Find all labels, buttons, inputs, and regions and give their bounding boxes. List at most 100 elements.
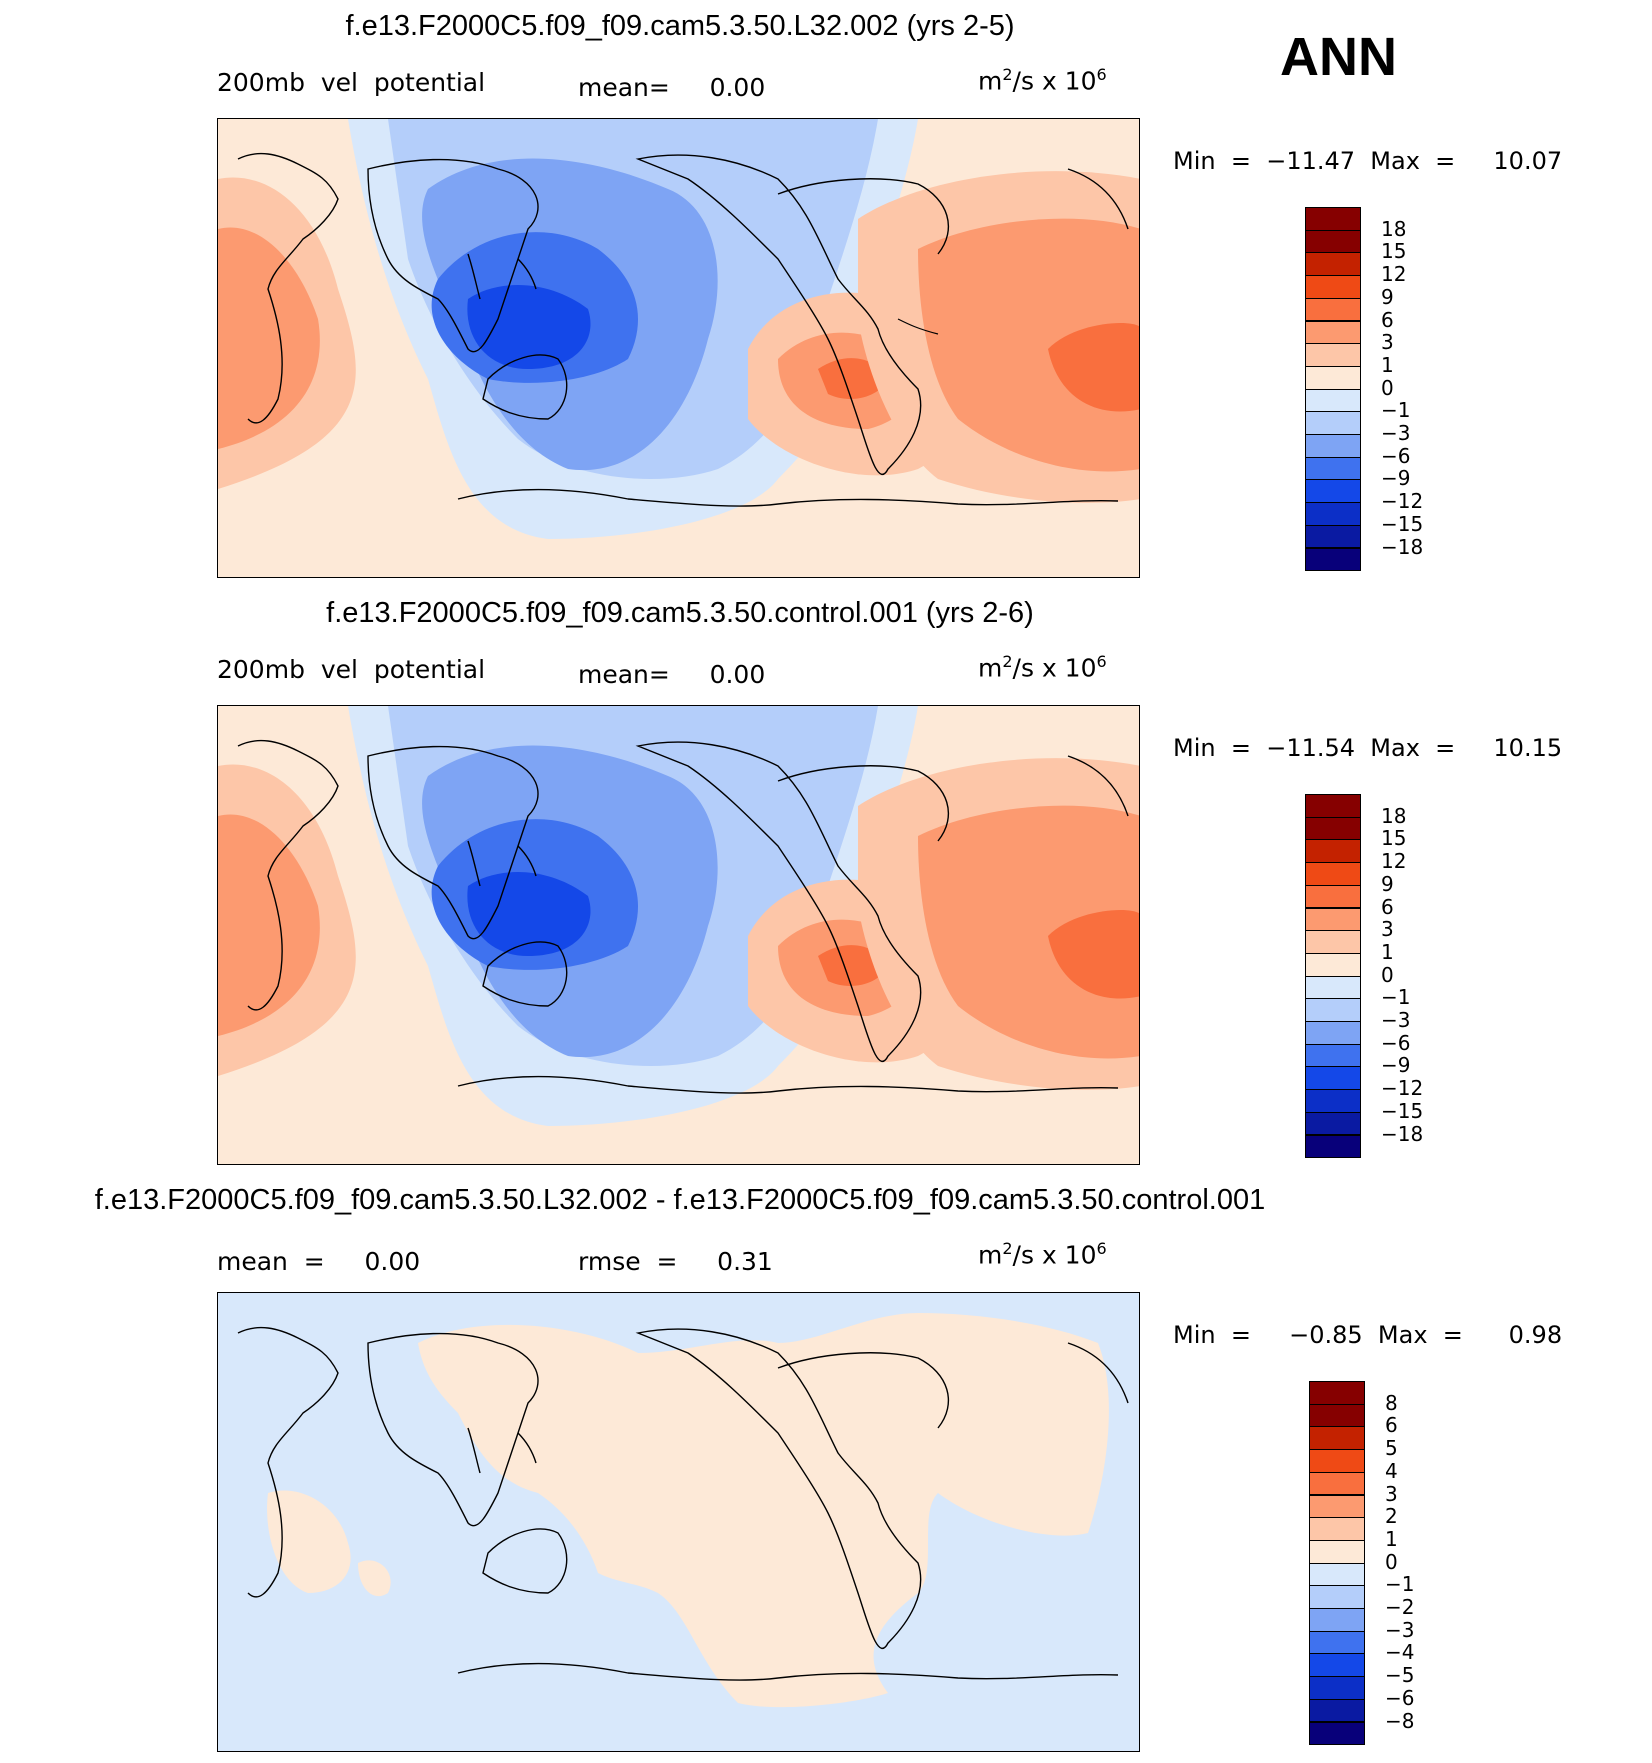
colorbar-cell — [1309, 1426, 1365, 1451]
colorbar-tick-label: −6 — [1385, 1685, 1415, 1710]
colorbar-tick-label: −12 — [1381, 489, 1424, 514]
colorbar-cell — [1309, 1608, 1365, 1632]
colorbar-tick-label: −9 — [1381, 1053, 1411, 1078]
map-panel-1 — [217, 118, 1140, 578]
colorbar-tick-label: 6 — [1385, 1413, 1398, 1438]
colorbar-cell — [1305, 1021, 1361, 1045]
colorbar-tick-label: −1 — [1381, 398, 1411, 423]
colorbar-tick-label: 12 — [1381, 849, 1407, 874]
colorbar-cell — [1309, 1698, 1365, 1723]
units-label: m2/s x 106 — [978, 652, 1107, 683]
colorbar-cell — [1305, 952, 1361, 977]
colorbar-cell — [1305, 207, 1361, 231]
colorbar-cell — [1305, 975, 1361, 1000]
field-label: 200mb vel potential — [217, 68, 486, 97]
colorbar-tick-label: 18 — [1381, 803, 1407, 828]
min-max-stats: Min = −11.54 Max = 10.15 — [1173, 734, 1563, 762]
season-label: ANN — [1280, 27, 1397, 87]
colorbar-tick-label: −3 — [1381, 421, 1411, 445]
colorbar-tick-label: 9 — [1381, 284, 1394, 309]
colorbar-cell — [1309, 1676, 1365, 1700]
colorbar-tick-label: −3 — [1385, 1617, 1415, 1642]
colorbar-cell — [1305, 365, 1361, 390]
colorbar-tick-label: −5 — [1385, 1663, 1415, 1688]
panel-title: f.e13.F2000C5.f09_f09.cam5.3.50.L32.002 … — [94, 1184, 1266, 1216]
colorbar-tick-label: 12 — [1381, 262, 1407, 287]
colorbar-tick-label: −9 — [1381, 466, 1411, 491]
colorbar-tick-label: −2 — [1385, 1595, 1415, 1619]
colorbar-tick-label: 0 — [1385, 1549, 1398, 1574]
colorbar-tick-label: 3 — [1381, 917, 1394, 942]
colorbar-tick-label: 18 — [1381, 216, 1407, 241]
panel-title: f.e13.F2000C5.f09_f09.cam5.3.50.L32.002 … — [345, 10, 1015, 42]
colorbar-cell — [1305, 252, 1361, 277]
colorbar-tick-label: 1 — [1381, 352, 1394, 377]
colorbar-tick-label: 6 — [1381, 307, 1394, 332]
colorbar-tick-label: −15 — [1381, 511, 1424, 536]
colorbar-cell — [1305, 839, 1361, 864]
mean-label: mean = 0.00 — [217, 1247, 421, 1276]
colorbar-cell — [1305, 456, 1361, 481]
colorbar-tick-label: 1 — [1381, 939, 1394, 964]
colorbar-cell — [1305, 1066, 1361, 1091]
coastlines — [237, 152, 1129, 507]
colorbar-tick-label: 0 — [1381, 375, 1394, 400]
colorbar-tick-label: 0 — [1381, 962, 1394, 987]
colorbar-cell — [1305, 862, 1361, 886]
colorbar-tick-label: 6 — [1381, 894, 1394, 919]
colorbar-cell — [1305, 547, 1361, 572]
colorbar-cell — [1305, 502, 1361, 526]
colorbar-cell — [1305, 411, 1361, 435]
colorbar-cell — [1305, 1089, 1361, 1113]
colorbar-tick-label: −12 — [1381, 1076, 1424, 1101]
colorbar-tick-label: 8 — [1385, 1390, 1398, 1415]
colorbar: 18 15 12 9 6 3 1 0 −1 −3 −6 −9 −12 −15 −18 — [1305, 794, 1423, 1159]
colorbar-cell — [1305, 884, 1361, 909]
colorbar-cell — [1305, 1043, 1361, 1068]
colorbar-tick-label: 4 — [1385, 1458, 1398, 1483]
colorbar-cell — [1309, 1517, 1365, 1541]
colorbar-cell — [1309, 1585, 1365, 1609]
units-label: m2/s x 106 — [978, 65, 1107, 96]
colorbar-cell — [1305, 434, 1361, 458]
colorbar-tick-label: 5 — [1385, 1436, 1398, 1461]
colorbar-cell — [1305, 907, 1361, 932]
colorbar-tick-label: −1 — [1385, 1572, 1415, 1597]
colorbar-tick-label: −4 — [1385, 1640, 1415, 1665]
min-max-stats: Min = −0.85 Max = 0.98 — [1173, 1321, 1563, 1349]
colorbar-cell — [1309, 1381, 1365, 1405]
colorbar-tick-label: 3 — [1385, 1481, 1398, 1506]
colorbar-cell — [1305, 320, 1361, 345]
colorbar-cell — [1305, 297, 1361, 322]
colorbar-cell — [1305, 524, 1361, 549]
colorbar-cell — [1309, 1471, 1365, 1496]
colorbar-tick-label: −6 — [1381, 443, 1411, 468]
map-panel-2 — [217, 705, 1140, 1165]
contour-map — [218, 1293, 1139, 1751]
mean-label: mean= 0.00 — [578, 660, 766, 689]
colorbar-cell — [1309, 1653, 1365, 1678]
colorbar-cell — [1309, 1562, 1365, 1587]
rmse-label: rmse = 0.31 — [578, 1247, 773, 1276]
colorbar-cell — [1305, 816, 1361, 841]
colorbar-cell — [1309, 1449, 1365, 1473]
colorbar-cell — [1305, 1134, 1361, 1159]
colorbar-tick-label: 2 — [1385, 1504, 1398, 1529]
map-panel-3 — [217, 1292, 1140, 1752]
colorbar-cell — [1305, 388, 1361, 413]
colorbar-cell — [1309, 1494, 1365, 1519]
colorbar-tick-label: 15 — [1381, 826, 1407, 851]
colorbar-cell — [1305, 275, 1361, 299]
colorbar-cell — [1305, 930, 1361, 954]
coastlines — [237, 739, 1129, 1094]
colorbar-tick-label: −8 — [1385, 1708, 1415, 1733]
colorbar-tick-label: 3 — [1381, 330, 1394, 355]
colorbar-cell — [1309, 1630, 1365, 1655]
colorbar-tick-label: −18 — [1381, 1121, 1424, 1146]
colorbar-tick-label: −1 — [1381, 985, 1411, 1010]
colorbar-cell — [1305, 794, 1361, 818]
min-max-stats: Min = −11.47 Max = 10.07 — [1173, 147, 1563, 175]
colorbar-cell — [1305, 343, 1361, 367]
colorbar-tick-label: −6 — [1381, 1030, 1411, 1055]
colorbar-cell — [1305, 998, 1361, 1022]
